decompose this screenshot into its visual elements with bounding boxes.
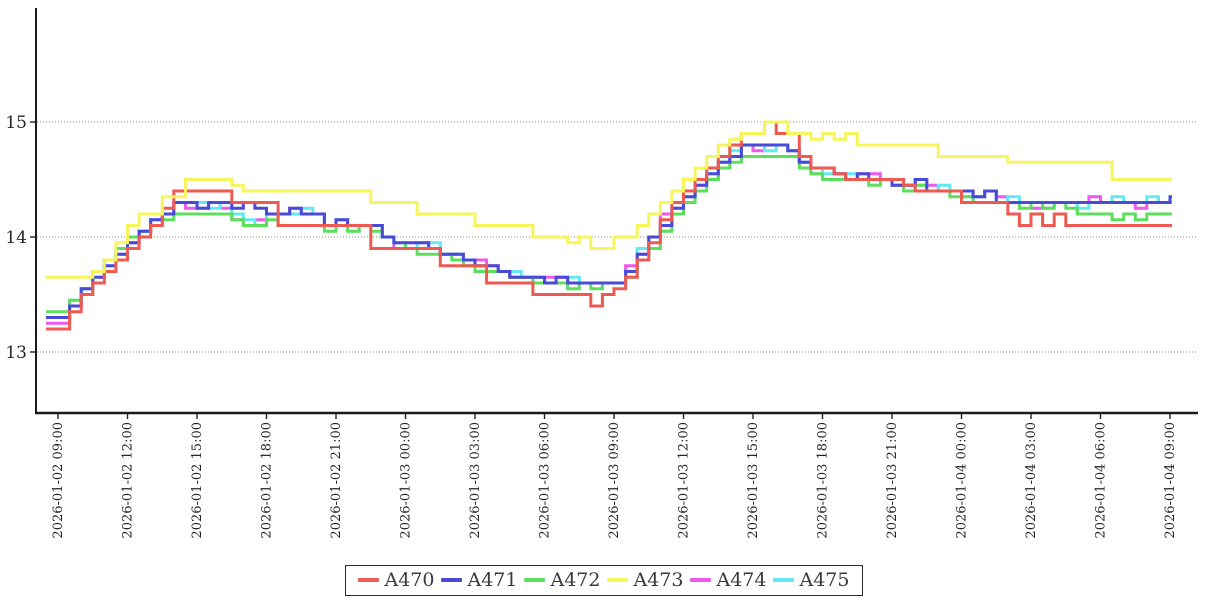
series-a474-line [46, 143, 1172, 325]
legend-label: A475 [799, 569, 850, 591]
x-tick-label: 2026-01-03 12:00 [677, 422, 692, 539]
legend-label: A473 [633, 569, 684, 591]
legend-item-a474[interactable]: A474 [689, 568, 767, 592]
series-a471-line [46, 143, 1172, 319]
series-a473-line [46, 120, 1172, 279]
legend-item-a470[interactable]: A470 [357, 568, 435, 592]
legend-swatch-a473 [606, 578, 628, 582]
legend-item-a473[interactable]: A473 [606, 568, 684, 592]
x-tick-label: 2026-01-04 03:00 [1024, 422, 1039, 539]
x-tick-label: 2026-01-04 00:00 [955, 422, 970, 539]
x-tick-label: 2026-01-03 09:00 [607, 422, 622, 539]
legend-swatch-a472 [523, 578, 545, 582]
x-tick-label: 2026-01-02 12:00 [121, 422, 136, 539]
x-tick-label: 2026-01-04 06:00 [1094, 422, 1109, 539]
series-a470-line [46, 120, 1172, 331]
legend-item-a472[interactable]: A472 [523, 568, 601, 592]
x-tick-label: 2026-01-02 15:00 [190, 422, 205, 539]
y-tick-label-14: 14 [5, 228, 27, 248]
legend-swatch-a475 [772, 578, 794, 582]
x-tick-label: 2026-01-02 18:00 [260, 422, 275, 539]
x-tick-label: 2026-01-03 15:00 [746, 422, 761, 539]
y-tick-label-15: 15 [5, 113, 27, 133]
x-tick-label: 2026-01-03 03:00 [468, 422, 483, 539]
legend-swatch-a474 [689, 578, 711, 582]
legend-label: A472 [550, 569, 601, 591]
legend-item-a475[interactable]: A475 [772, 568, 850, 592]
y-tick-label-13: 13 [5, 343, 27, 363]
series-a475-line [46, 143, 1172, 319]
x-tick-label: 2026-01-03 06:00 [538, 422, 553, 539]
legend-swatch-a470 [357, 578, 379, 582]
legend-label: A471 [467, 569, 518, 591]
x-tick-label: 2026-01-03 18:00 [816, 422, 831, 539]
x-tick-label: 2026-01-03 21:00 [885, 422, 900, 539]
legend-item-a471[interactable]: A471 [440, 568, 518, 592]
x-tick-label: 2026-01-04 09:00 [1163, 422, 1178, 539]
x-tick-label: 2026-01-03 00:00 [399, 422, 414, 539]
x-tick-label: 2026-01-02 21:00 [329, 422, 344, 539]
x-tick-label: 2026-01-02 09:00 [51, 422, 66, 539]
legend-swatch-a471 [440, 578, 462, 582]
legend-label: A474 [716, 569, 767, 591]
chart-legend: A470 A471 A472 A473 A474 A475 [344, 565, 863, 596]
legend-label: A470 [384, 569, 435, 591]
